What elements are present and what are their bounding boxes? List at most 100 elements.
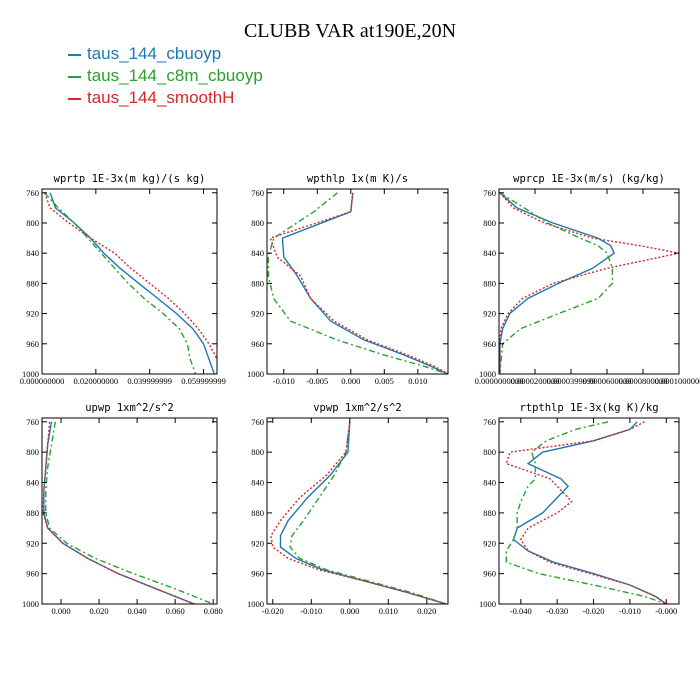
x-tick-label: 0.0000600000	[583, 376, 632, 386]
y-tick-label: 880	[483, 508, 496, 518]
panel-title: rtpthlp 1E-3x(kg K)/kg	[519, 402, 658, 414]
panel-frame	[498, 188, 680, 375]
panel-frame	[498, 417, 680, 605]
x-tick-label: -0.020	[583, 606, 605, 616]
x-tick-label: 0.0000200000	[511, 376, 560, 386]
panel-title: wprcp 1E-3x(m/s) (kg/kg)	[513, 173, 665, 185]
y-tick-label: 920	[483, 538, 496, 548]
y-tick-label: 800	[251, 447, 264, 457]
x-tick-label: -0.040	[510, 606, 532, 616]
x-tick-label: 0.000	[340, 606, 359, 616]
x-tick-label: 0.020	[417, 606, 436, 616]
legend-item-c8m-cbuoyp: taus_144_c8m_cbuoyp	[68, 66, 263, 86]
series-line-3	[499, 192, 679, 374]
series-line-2	[44, 192, 197, 374]
series-line-2	[267, 192, 448, 374]
y-tick-label: 920	[26, 538, 39, 548]
y-tick-label: 760	[483, 188, 496, 198]
x-tick-label: 0.060	[166, 606, 185, 616]
x-tick-label: 0.000	[51, 606, 70, 616]
y-tick-label: 840	[483, 478, 496, 488]
panel-1: wprtp 1E-3x(m kg)/(s kg) 760 800 840 880 920 9…	[20, 173, 226, 386]
y-tick-label: 1000	[479, 369, 496, 379]
x-tick-label: -0.010	[300, 606, 322, 616]
y-tick-label: 840	[251, 248, 264, 258]
y-tick-label: 880	[251, 278, 264, 288]
x-tick-label: 0.039999999	[127, 376, 172, 386]
y-tick-label: 1000	[247, 599, 264, 609]
series-line-3	[42, 421, 195, 604]
x-tick-label: -0.000	[655, 606, 677, 616]
panel-frame	[266, 417, 449, 605]
y-tick-label: 1000	[22, 599, 39, 609]
x-tick-label: 0.080	[204, 606, 223, 616]
legend-label: taus_144_cbuoyp	[87, 44, 222, 63]
x-tick-label: 0.0000800000	[619, 376, 668, 386]
y-tick-label: 760	[26, 188, 39, 198]
y-tick-label: 960	[26, 339, 39, 349]
x-tick-label: -0.005	[306, 376, 328, 386]
y-tick-label: 760	[251, 417, 264, 427]
series-line-2	[499, 192, 614, 374]
panel-frame	[266, 188, 449, 375]
y-tick-label: 960	[483, 339, 496, 349]
x-tick-label: 0.010	[408, 376, 427, 386]
series-line-1	[49, 192, 215, 374]
y-tick-label: 840	[251, 478, 264, 488]
series-line-2	[289, 421, 447, 604]
y-tick-label: 760	[483, 417, 496, 427]
y-tick-label: 800	[26, 447, 39, 457]
legend-item-cbuoyp: taus_144_cbuoyp	[68, 44, 221, 64]
x-tick-label: 0.0001000000	[655, 376, 700, 386]
y-tick-label: 960	[483, 569, 496, 579]
x-tick-label: 0.040	[128, 606, 147, 616]
y-tick-label: 880	[26, 508, 39, 518]
panel-frame	[41, 417, 218, 605]
series-line-2	[505, 421, 667, 604]
y-tick-label: 800	[26, 218, 39, 228]
x-tick-label: 0.000000000	[20, 376, 65, 386]
y-tick-label: 960	[26, 569, 39, 579]
y-tick-label: 960	[251, 339, 264, 349]
y-tick-label: 880	[483, 278, 496, 288]
series-line-2	[45, 421, 214, 604]
x-tick-label: 0.0000000000	[475, 376, 524, 386]
panel-5: vpwp 1xm^2/s^27608008408809209601000-0.0…	[247, 402, 449, 616]
y-tick-label: 920	[251, 309, 264, 319]
y-tick-label: 880	[26, 278, 39, 288]
y-tick-label: 960	[251, 569, 264, 579]
legend-label: taus_144_smoothH	[87, 88, 235, 107]
series-line-1	[499, 192, 616, 374]
panel-6: rtpthlp 1E-3x(kg K)/kg 760 800 840 880 920 960…	[479, 402, 680, 616]
legend-swatch	[68, 97, 81, 100]
x-tick-label: 0.000	[341, 376, 360, 386]
y-tick-label: 1000	[479, 599, 496, 609]
legend-swatch	[68, 53, 81, 56]
x-tick-label: -0.010	[619, 606, 641, 616]
legend-item-smoothh: taus_144_smoothH	[68, 88, 234, 108]
y-tick-label: 760	[251, 188, 264, 198]
x-tick-label: 0.059999999	[181, 376, 226, 386]
x-tick-label: -0.030	[546, 606, 568, 616]
x-tick-label: -0.010	[273, 376, 295, 386]
y-tick-label: 840	[26, 478, 39, 488]
panel-title: wprtp 1E-3x(m kg)/(s kg)	[54, 173, 206, 185]
series-line-3	[505, 421, 667, 604]
y-tick-label: 920	[251, 538, 264, 548]
y-tick-label: 800	[483, 447, 496, 457]
y-tick-label: 840	[26, 248, 39, 258]
y-tick-label: 920	[483, 309, 496, 319]
chart-title: CLUBB VAR at190E,20N	[243, 20, 457, 42]
x-tick-label: 0.020000000	[74, 376, 119, 386]
series-line-3	[270, 421, 447, 604]
series-line-1	[279, 421, 447, 604]
panel-2: wpthlp 1x(m K)/s 760 800 840 880 920 960 1000 -0…	[247, 173, 449, 386]
panel-title: vpwp 1xm^2/s^2	[313, 402, 402, 414]
panel-title: wpthlp 1x(m K)/s	[307, 173, 408, 185]
x-tick-label: -0.020	[262, 606, 284, 616]
y-tick-label: 800	[483, 218, 496, 228]
series-line-3	[44, 192, 217, 361]
panel-4: upwp 1xm^2/s^2 760 800 840 880 920 960 1000 0.00…	[22, 402, 223, 616]
series-line-1	[281, 192, 448, 374]
x-tick-label: 0.020	[90, 606, 109, 616]
